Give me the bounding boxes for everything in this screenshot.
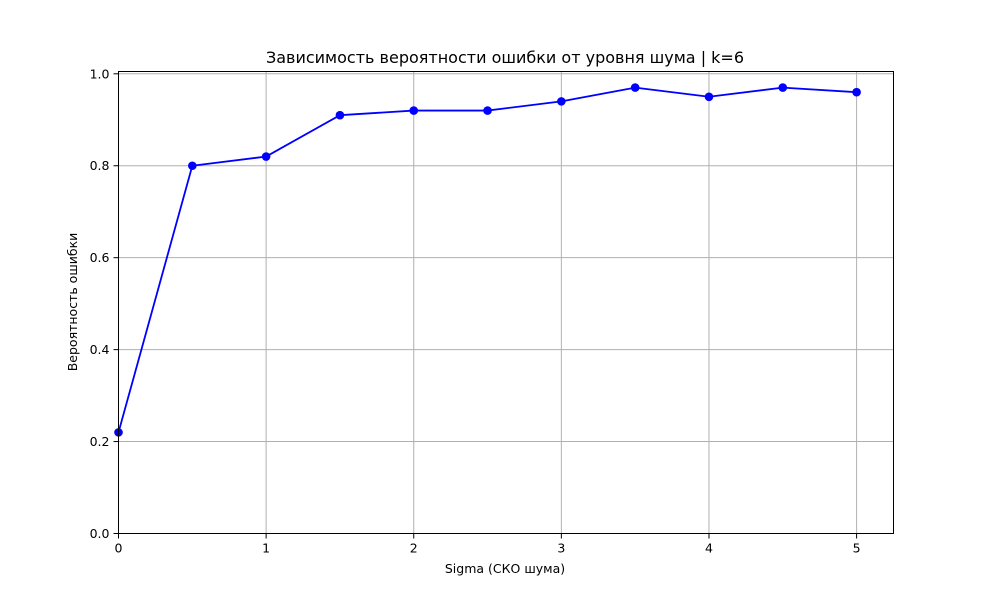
y-tick-label: 0.6 [90,250,110,265]
data-point [261,152,271,161]
y-tick-label: 0.4 [90,342,110,357]
data-point [630,83,640,92]
y-tick-label: 0.8 [90,158,110,173]
data-point [778,83,788,92]
x-tick-label: 2 [410,541,418,556]
ticks: 0 1 2 3 4 5 0.0 0.2 0.4 0.6 0.8 1.0 [90,66,861,555]
x-axis-title: Sigma (СКО шума) [445,561,565,576]
data-point [409,106,419,115]
data-point [335,110,345,120]
data-point [483,106,492,115]
plot-frame [118,71,894,534]
x-tick-label: 3 [557,541,565,556]
series-layer [114,83,861,437]
data-point [557,97,566,106]
x-tick-label: 0 [115,541,123,556]
chart-title: Зависимость вероятности ошибки от уровня… [266,48,744,67]
y-tick-label: 0.0 [90,526,110,541]
x-tick-label: 1 [262,541,270,556]
x-tick-label: 5 [853,541,861,556]
y-axis-title: Вероятность ошибки [65,233,80,372]
data-point [704,92,714,102]
y-tick-label: 1.0 [90,66,110,81]
data-point [188,161,197,171]
data-point [852,87,861,97]
x-tick-label: 4 [705,541,713,556]
grid [118,71,894,534]
y-tick-label: 0.2 [90,434,110,449]
series-line [117,86,857,433]
